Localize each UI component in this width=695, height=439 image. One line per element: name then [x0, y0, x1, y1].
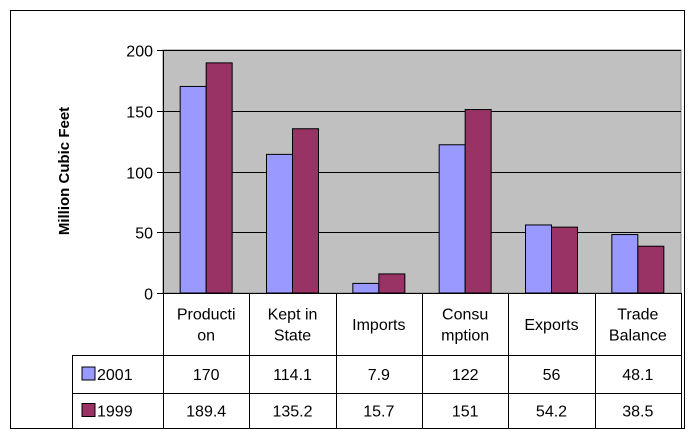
data-label: 170 — [193, 367, 220, 384]
bar-2001-3 — [438, 144, 466, 294]
data-label: 151 — [452, 404, 479, 421]
y-tick-label: 150 — [126, 105, 153, 122]
bar-1999-4 — [551, 226, 578, 294]
category-label: Kept in — [268, 307, 318, 324]
bar-2001-0 — [179, 85, 207, 294]
legend-swatch-2001 — [81, 366, 96, 381]
bar-2001-5 — [611, 234, 639, 294]
bar-2001-1 — [266, 153, 293, 294]
plot-area — [162, 49, 682, 294]
category-label: Producti — [177, 307, 236, 324]
grid-lines — [163, 50, 681, 233]
data-label: 114.1 — [273, 367, 312, 384]
data-label: 135.2 — [272, 404, 312, 421]
y-tick-label: 200 — [126, 44, 153, 61]
y-axis-title: Million Cubic Feet — [56, 107, 73, 235]
data-label: 54.2 — [536, 404, 567, 421]
data-label: 15.7 — [363, 404, 394, 421]
category-label: Trade — [617, 307, 658, 324]
y-tick-label: 100 — [126, 166, 153, 183]
bar-1999-1 — [292, 128, 319, 294]
category-label: mption — [441, 328, 489, 345]
data-label: 48.1 — [622, 367, 653, 384]
category-label: State — [274, 328, 311, 345]
data-label: 38.5 — [622, 404, 653, 421]
bar-2001-4 — [525, 224, 552, 294]
legend-label-1999: 1999 — [97, 404, 133, 421]
y-tick-label: 50 — [135, 226, 153, 243]
bar-1999-3 — [464, 109, 492, 294]
bar-1999-5 — [637, 245, 665, 294]
bar-2001-2 — [352, 282, 380, 294]
y-axis: 0 50 100 150 200 — [126, 44, 164, 304]
legend-label-2001: 2001 — [97, 367, 133, 384]
category-label: on — [197, 328, 215, 345]
category-label: Exports — [524, 317, 578, 334]
legend-swatch-1999 — [81, 403, 96, 417]
category-label: Balance — [609, 328, 667, 345]
data-table: Producti on Kept in State Imports Consu mption… — [72, 293, 682, 429]
data-label: 56 — [543, 367, 561, 384]
y-tick-label: 0 — [144, 287, 153, 304]
category-label: Consu — [442, 307, 488, 324]
bar-1999-2 — [378, 273, 406, 294]
data-label: 7.9 — [368, 367, 390, 384]
category-label: Imports — [352, 317, 405, 334]
data-label: 189.4 — [186, 404, 226, 421]
data-label: 122 — [452, 367, 479, 384]
bar-1999-0 — [205, 62, 233, 294]
